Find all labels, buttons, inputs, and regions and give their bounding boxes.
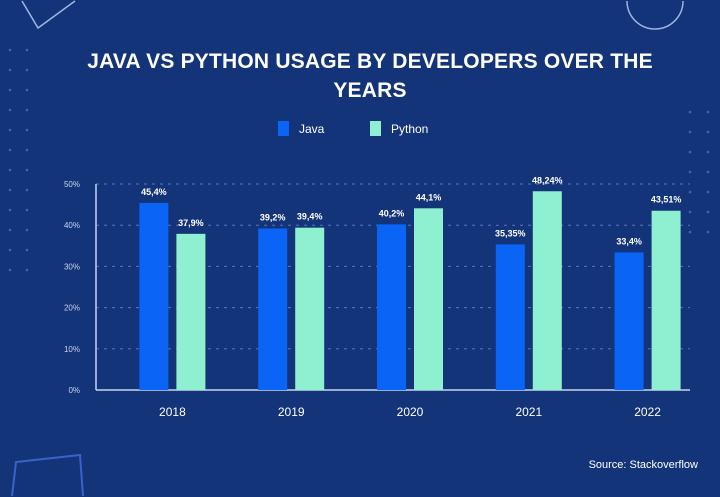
legend-item-python: Python [370,121,428,136]
dot [706,210,710,214]
x-tick-label: 2020 [397,405,424,419]
dot [706,150,710,154]
dot [706,130,710,134]
y-tick-label: 50% [64,180,80,189]
bar-java [139,202,169,390]
legend-item-java: Java [278,121,324,136]
x-tick-label: 2018 [159,405,186,419]
x-tick-label: 2019 [278,405,305,419]
dot [688,150,692,154]
dot [8,68,12,72]
data-label: 40,2% [379,208,405,218]
y-tick-label: 20% [64,304,80,313]
dot [8,88,12,92]
legend-swatch-java [278,121,289,136]
bar-python [295,227,325,390]
dot [8,248,12,252]
dot [688,230,692,234]
dot [706,230,710,234]
dot [8,228,12,232]
dot [25,48,29,52]
dot [25,268,29,272]
square-decoration [11,453,84,497]
dot [25,228,29,232]
data-label: 43,51% [651,195,682,205]
dot [8,188,12,192]
circle-decoration [626,0,684,30]
dot [688,110,692,114]
data-label: 39,4% [297,212,323,222]
data-label: 48,24% [532,175,563,185]
dot [688,190,692,194]
dot [25,208,29,212]
dot [8,48,12,52]
bar-python [532,191,562,390]
bar-python [651,210,681,390]
dot [688,210,692,214]
dot [8,148,12,152]
dot [25,188,29,192]
legend-swatch-python [370,121,381,136]
dot-pattern [8,48,710,272]
dot [25,108,29,112]
bar-python [176,233,206,390]
data-label: 39,2% [260,212,286,222]
data-label: 37,9% [178,218,204,228]
data-label: 44,1% [416,192,442,202]
y-tick-label: 40% [64,221,80,230]
chart-title: JAVA VS PYTHON USAGE BY DEVELOPERS OVER … [87,50,653,102]
bar-java [495,244,525,390]
dot [25,68,29,72]
bar-java [377,224,406,390]
dot [688,170,692,174]
source-note: Source: Stackoverflow [588,459,698,471]
data-label: 45,4% [141,187,167,197]
data-label: 35,35% [495,228,526,238]
bar-python [414,208,443,390]
dot [706,190,710,194]
dot [688,130,692,134]
data-label: 33,4% [616,236,642,246]
y-tick-label: 30% [64,262,80,271]
dot [706,170,710,174]
y-tick-label: 0% [68,386,80,395]
dot [706,110,710,114]
x-tick-label: 2021 [515,405,542,419]
legend-label-java: Java [299,121,325,136]
x-tick-label: 2022 [634,405,661,419]
dot [25,128,29,132]
dot [25,248,29,252]
dot [8,208,12,212]
triangle-decoration [21,0,76,30]
dot [25,88,29,92]
dot [25,168,29,172]
dot [8,168,12,172]
bar-java [614,252,644,390]
dot [8,128,12,132]
dot [8,268,12,272]
legend-label-python: Python [391,121,429,136]
dot [25,148,29,152]
y-tick-label: 10% [64,345,80,354]
bar-java [258,228,288,390]
dot [8,108,12,112]
